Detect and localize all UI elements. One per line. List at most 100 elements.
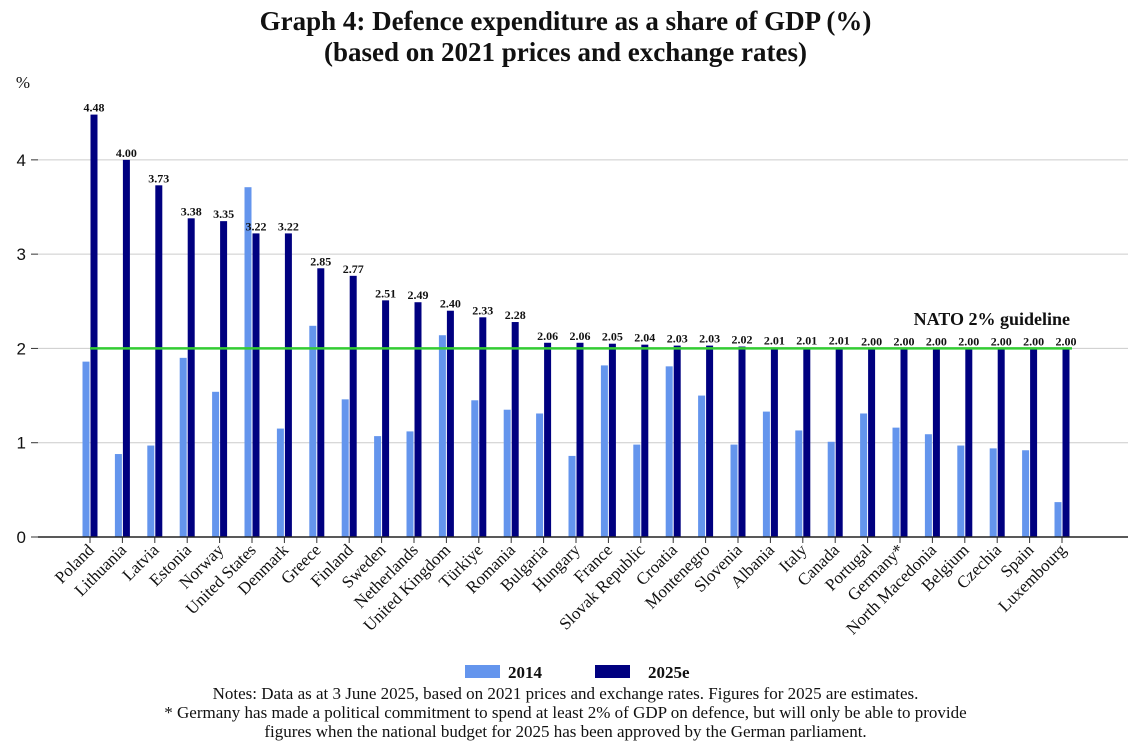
bar-2014	[82, 361, 90, 537]
bar-2025e	[900, 348, 908, 537]
data-label-2025e: 3.22	[278, 219, 299, 233]
notes-line-3: figures when the national budget for 202…	[264, 722, 867, 741]
data-label-2025e: 2.00	[894, 334, 915, 348]
legend: 2014 2025e	[465, 663, 690, 680]
data-label-2025e: 2.03	[699, 332, 720, 346]
data-label-2025e: 3.38	[181, 204, 202, 218]
data-label-2025e: 2.05	[602, 330, 623, 344]
data-label-2025e: 3.22	[246, 219, 267, 233]
data-label-2025e: 2.33	[472, 303, 493, 317]
bar-2014	[892, 427, 900, 537]
chart-title-line-2: (based on 2021 prices and exchange rates…	[324, 37, 807, 67]
bar-2014	[276, 428, 284, 537]
y-axis-label: %	[16, 73, 30, 92]
bar-chart: NATO 2% guideline 4.48 4.00 3.73 3.38 3.35 3.…	[16, 73, 1128, 680]
axes: 01234%PolandLithuaniaLatviaEstoniaNorway…	[16, 73, 1128, 638]
data-label-2025e: 3.73	[148, 171, 169, 185]
bar-2025e	[608, 343, 616, 537]
bar-2014	[438, 335, 446, 537]
data-label-2025e: 2.28	[505, 308, 526, 322]
bar-2025e	[1062, 348, 1070, 537]
data-label-2025e: 4.00	[116, 146, 137, 160]
bar-2014	[795, 430, 803, 537]
legend-swatch-2025e	[595, 665, 630, 678]
bar-2014	[1022, 450, 1030, 537]
data-label-2025e: 2.00	[991, 334, 1012, 348]
bar-2025e	[965, 348, 973, 537]
bar-2014	[762, 411, 770, 537]
data-label-2025e: 2.00	[1056, 334, 1077, 348]
data-label-2025e: 2.51	[375, 286, 396, 300]
bar-2014	[341, 399, 349, 537]
legend-label-2014: 2014	[508, 663, 543, 680]
bar-2014	[633, 444, 641, 537]
data-label-2025e: 3.35	[213, 207, 234, 221]
data-label-2025e: 2.01	[764, 333, 785, 347]
bar-2014	[600, 365, 608, 537]
y-tick-label: 3	[17, 245, 26, 264]
bar-2025e	[349, 275, 357, 537]
bar-2014	[924, 434, 932, 537]
notes-line-1: Notes: Data as at 3 June 2025, based on …	[212, 684, 919, 703]
chart-title-line-1: Graph 4: Defence expenditure as a share …	[259, 6, 872, 36]
data-label-2025e: 2.01	[829, 333, 850, 347]
bar-2025e	[382, 300, 390, 537]
bar-2025e	[868, 348, 876, 537]
bar-2014	[374, 436, 382, 537]
bar-2025e	[544, 342, 552, 537]
bar-2014	[309, 325, 317, 537]
bar-2025e	[706, 345, 714, 537]
bar-2014	[698, 395, 706, 537]
chart-title: Graph 4: Defence expenditure as a share …	[0, 6, 1131, 68]
y-tick-label: 1	[17, 434, 26, 453]
bar-2014	[827, 441, 835, 537]
bar-2025e	[1030, 348, 1038, 537]
bar-2014	[1054, 502, 1062, 537]
bar-2025e	[738, 346, 746, 537]
bar-2014	[730, 444, 738, 537]
bar-2025e	[576, 342, 584, 537]
bar-2014	[568, 455, 576, 537]
data-label-2025e: 2.77	[343, 262, 364, 276]
bar-2014	[989, 448, 997, 537]
nato-guideline-label: NATO 2% guideline	[914, 309, 1070, 329]
data-label-2025e: 2.06	[570, 329, 591, 343]
legend-swatch-2014	[465, 665, 500, 678]
bar-2014	[471, 400, 479, 537]
bar-2014	[503, 409, 511, 537]
data-label-2025e: 2.06	[537, 329, 558, 343]
bar-2014	[860, 413, 868, 537]
bar-2025e	[673, 345, 681, 537]
data-label-2025e: 2.00	[926, 334, 947, 348]
bar-2025e	[187, 218, 195, 538]
y-tick-label: 4	[17, 151, 26, 170]
data-label-2025e: 2.49	[408, 288, 429, 302]
chart-notes: Notes: Data as at 3 June 2025, based on …	[0, 684, 1131, 741]
data-label-2025e: 2.00	[958, 334, 979, 348]
bar-2025e	[479, 317, 487, 537]
data-label-2025e: 2.03	[667, 332, 688, 346]
data-label-2025e: 2.01	[796, 333, 817, 347]
bar-2014	[665, 366, 673, 537]
bar-2014	[406, 431, 414, 537]
bar-2014	[212, 391, 220, 537]
bar-2025e	[446, 310, 454, 537]
bar-2025e	[932, 348, 940, 537]
data-label-2025e: 4.48	[84, 101, 105, 115]
bar-2025e	[835, 347, 843, 537]
bar-2025e	[997, 348, 1005, 537]
data-label-2025e: 2.04	[634, 331, 655, 345]
bar-2025e	[511, 322, 519, 537]
bar-2025e	[90, 114, 98, 537]
data-label-2025e: 2.00	[1023, 334, 1044, 348]
notes-line-2: * Germany has made a political commitmen…	[164, 703, 967, 722]
bar-2025e	[252, 233, 260, 537]
bar-2025e	[284, 233, 292, 537]
bar-2025e	[414, 302, 422, 537]
y-tick-label: 2	[17, 339, 26, 358]
data-label-2025e: 2.85	[310, 254, 331, 268]
legend-label-2025e: 2025e	[648, 663, 690, 680]
value-labels: 4.48 4.00 3.73 3.38 3.35 3.22 3.22 2.85 2.77 2.51…	[84, 101, 1077, 349]
bar-2014	[957, 445, 965, 537]
bar-2014	[114, 454, 122, 537]
